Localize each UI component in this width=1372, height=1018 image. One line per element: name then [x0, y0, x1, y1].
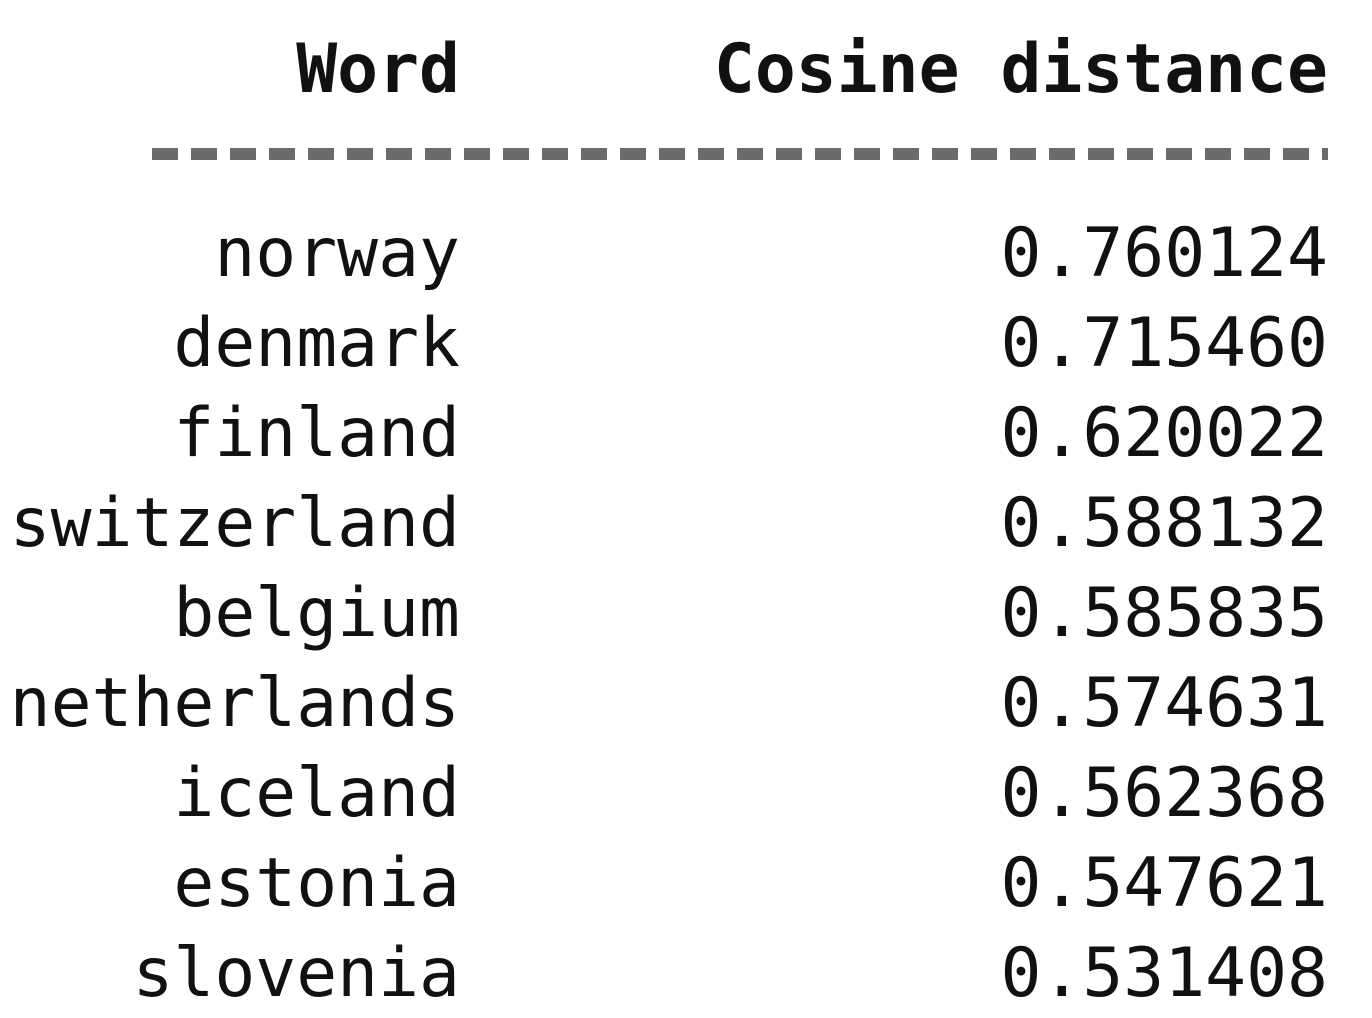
table-cell-word: norway — [214, 214, 460, 293]
header-separator — [152, 148, 1328, 160]
table-cell-distance: 0.620022 — [1000, 394, 1328, 473]
column-header-cosine-distance: Cosine distance — [713, 30, 1328, 109]
table-cell-distance: 0.585835 — [1000, 574, 1328, 653]
table-cell-word: switzerland — [9, 484, 460, 563]
table-cell-distance: 0.588132 — [1000, 484, 1328, 563]
table-cell-word: iceland — [173, 754, 460, 833]
table-cell-distance: 0.760124 — [1000, 214, 1328, 293]
table-cell-word: slovenia — [132, 934, 460, 1013]
table-cell-distance: 0.531408 — [1000, 934, 1328, 1013]
table-cell-distance: 0.547621 — [1000, 844, 1328, 923]
table-cell-word: finland — [173, 394, 460, 473]
table-cell-word: belgium — [173, 574, 460, 653]
table-cell-word: denmark — [173, 304, 460, 383]
table-cell-distance: 0.574631 — [1000, 664, 1328, 743]
table-cell-word: estonia — [173, 844, 460, 923]
table-cell-distance: 0.715460 — [1000, 304, 1328, 383]
table-cell-distance: 0.562368 — [1000, 754, 1328, 833]
column-header-word: Word — [296, 30, 460, 109]
table-cell-word: netherlands — [9, 664, 460, 743]
